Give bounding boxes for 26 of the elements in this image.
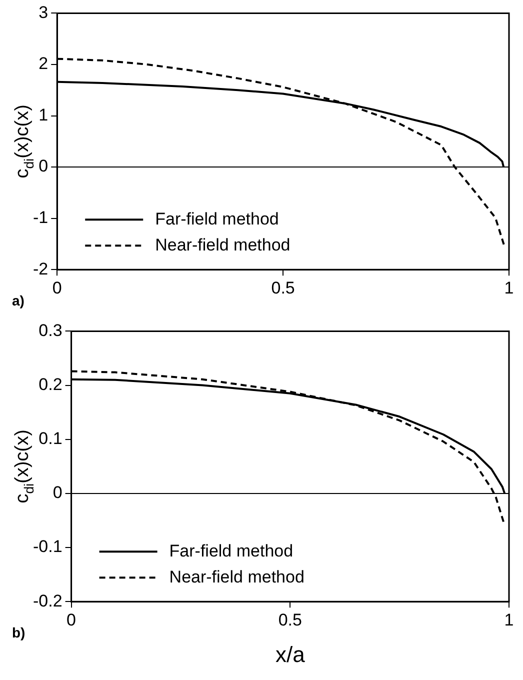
- y-tick-label: 0: [38, 156, 48, 176]
- y-tick-label: -0.2: [32, 591, 62, 610]
- x-tick-label: 0.5: [271, 278, 295, 298]
- legend-label: Far-field method: [169, 541, 294, 560]
- y-tick-label: 1: [38, 105, 48, 124]
- y-tick-label: 3: [38, 2, 48, 22]
- x-tick-label: 1: [504, 610, 514, 630]
- x-tick-label: 1: [504, 278, 514, 298]
- x-tick-label: 0.5: [278, 610, 302, 630]
- legend-label: Far-field method: [155, 209, 279, 228]
- y-tick-label: 2: [38, 54, 48, 74]
- y-tick-label: 0.1: [38, 429, 62, 448]
- text: a): [12, 292, 24, 309]
- y-axis-title: cdi(x)c(x): [12, 104, 37, 178]
- y-axis-title: cdi(x)c(x): [12, 430, 37, 504]
- y-tick-label: 0: [52, 483, 62, 502]
- text: b): [12, 624, 26, 641]
- x-tick-label: 0: [66, 610, 76, 630]
- y-tick-label: 0.2: [38, 374, 62, 394]
- y-tick-label: -2: [32, 259, 48, 278]
- y-tick-label: 0.3: [38, 320, 62, 340]
- y-tick-label: -1: [32, 208, 48, 228]
- x-axis-title: x/a: [275, 642, 306, 667]
- legend-label: Near-field method: [169, 567, 304, 586]
- y-tick-label: -0.1: [32, 537, 62, 556]
- legend-label: Near-field method: [155, 235, 290, 254]
